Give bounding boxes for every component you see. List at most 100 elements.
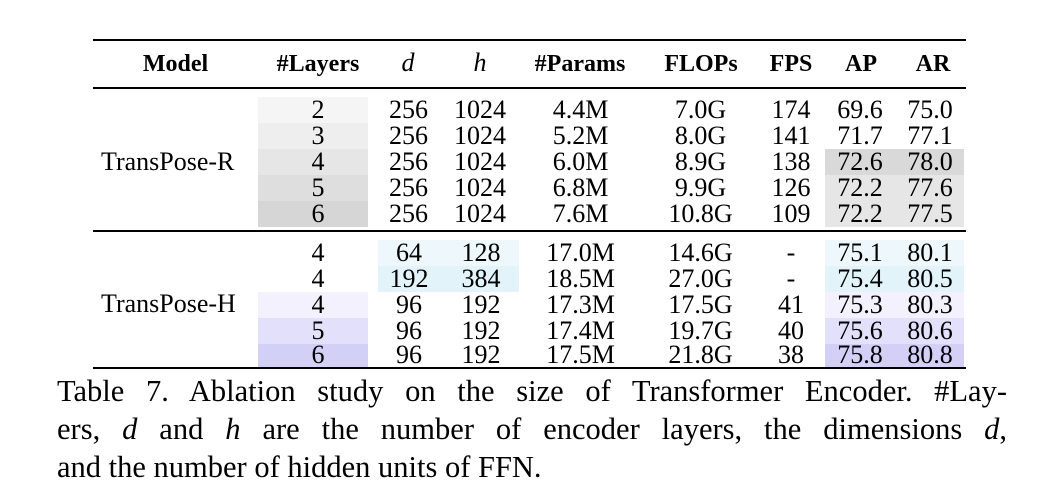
cell-ar: 75.0: [907, 95, 953, 124]
table-top-rule: [93, 39, 966, 41]
model-label-transpose-r: TransPose-R: [101, 147, 235, 176]
cell-params: 17.4M: [546, 316, 615, 345]
cell-params: 18.5M: [546, 264, 615, 293]
cell-fps: 174: [771, 95, 811, 124]
cell-fps: 40: [778, 316, 804, 345]
caption-line-1-text: Table 7. Ablation study on the size of T…: [57, 374, 1007, 408]
shade-ap-ar-r4: [825, 175, 964, 201]
cell-layers: 4: [311, 264, 325, 293]
cell-d: 96: [396, 340, 422, 369]
cell-layers: 3: [311, 121, 325, 150]
cell-params: 5.2M: [552, 121, 609, 150]
cell-layers: 5: [311, 173, 325, 202]
cell-ar: 77.1: [907, 121, 953, 150]
cell-params: 17.3M: [546, 290, 615, 319]
caption-math-d: d: [984, 412, 1000, 446]
header-h: h: [473, 48, 487, 77]
cell-layers: 4: [311, 238, 325, 267]
caption-math-d: d: [122, 412, 138, 446]
cell-params: 4.4M: [552, 95, 609, 124]
cell-ar: 80.1: [907, 238, 953, 267]
caption-text: and: [137, 412, 226, 446]
cell-ar: 77.6: [907, 173, 953, 202]
cell-ap: 75.4: [837, 264, 883, 293]
shade-layers-h5: [258, 344, 368, 367]
cell-h: 1024: [454, 173, 506, 202]
shade-layers-h4: [258, 318, 368, 344]
shade-layers-r3: [258, 149, 368, 175]
shade-ap-ar-h3: [825, 292, 964, 318]
caption-line-2: ers, d and h are the number of encoder l…: [57, 410, 1007, 448]
cell-flops: 10.8G: [668, 199, 733, 228]
header-ap: AP: [845, 51, 877, 77]
caption-line-3: and the number of hidden units of FFN.: [57, 450, 542, 484]
cell-d: 96: [396, 316, 422, 345]
cell-ap: 75.1: [837, 238, 883, 267]
cell-flops: 14.6G: [668, 238, 733, 267]
cell-fps: -: [786, 238, 796, 267]
cell-ap: 72.6: [837, 147, 883, 176]
header-d: d: [401, 48, 415, 77]
cell-ar: 77.5: [907, 199, 953, 228]
cell-flops: 17.5G: [668, 290, 733, 319]
shade-ap-ar-r5: [825, 201, 964, 227]
cell-d: 256: [389, 121, 428, 150]
cell-d: 256: [389, 147, 428, 176]
cell-h: 128: [461, 238, 501, 267]
header-params: #Params: [534, 51, 626, 77]
header-flops: FLOPs: [664, 51, 738, 77]
cell-params: 7.6M: [552, 199, 609, 228]
cell-ap: 72.2: [837, 199, 883, 228]
cell-layers: 6: [311, 199, 325, 228]
cell-ap: 75.6: [837, 316, 883, 345]
cell-fps: 138: [771, 147, 811, 176]
cell-fps: 109: [771, 199, 811, 228]
results-table: Model #Layers d h #Params FLOPs FPS AP A…: [93, 39, 966, 370]
table-bottom-rule: [93, 367, 966, 369]
cell-ap: 75.3: [837, 290, 883, 319]
cell-flops: 9.9G: [674, 173, 727, 202]
cell-fps: 141: [771, 121, 811, 150]
shade-ap-ar-r3: [825, 149, 964, 175]
header-fps: FPS: [769, 51, 813, 77]
cell-flops: 27.0G: [668, 264, 733, 293]
cell-d: 96: [396, 290, 422, 319]
shade-ap-ar-h5: [825, 344, 964, 367]
cell-d: 256: [389, 95, 428, 124]
cell-params: 17.0M: [546, 238, 615, 267]
cell-layers: 4: [311, 147, 325, 176]
caption-text: ,: [999, 412, 1007, 446]
cell-h: 192: [461, 290, 501, 319]
cell-ap: 75.8: [837, 340, 883, 369]
cell-params: 6.8M: [552, 173, 609, 202]
shade-ap-ar-h1: [825, 240, 964, 266]
cell-ap: 71.7: [837, 121, 883, 150]
cell-ar: 80.5: [907, 264, 953, 293]
table-header-rule: [93, 87, 966, 89]
header-ar: AR: [915, 51, 951, 77]
cell-d: 256: [389, 173, 428, 202]
table-caption: Table 7. Ablation study on the size of T…: [57, 372, 1007, 486]
shade-dh-h2: [378, 266, 519, 292]
model-label-transpose-h: TransPose-H: [101, 289, 236, 318]
cell-fps: 126: [771, 173, 811, 202]
cell-params: 17.5M: [546, 340, 615, 369]
cell-h: 1024: [454, 121, 506, 150]
cell-fps: 41: [778, 290, 804, 319]
cell-h: 1024: [454, 95, 506, 124]
shade-layers-r1: [258, 97, 368, 123]
cell-ap: 72.2: [837, 173, 883, 202]
caption-text: are the number of encoder layers, the di…: [240, 412, 985, 446]
cell-ar: 78.0: [907, 147, 953, 176]
cell-h: 384: [461, 264, 501, 293]
cell-ar: 80.6: [907, 316, 953, 345]
cell-fps: 38: [778, 340, 804, 369]
shade-layers-r2: [258, 123, 368, 149]
shade-ap-ar-h4: [825, 318, 964, 344]
header-model: Model: [142, 51, 209, 77]
shade-layers-h3: [258, 292, 368, 318]
cell-d: 64: [396, 238, 422, 267]
shade-layers-r4: [258, 175, 368, 201]
cell-ar: 80.3: [907, 290, 953, 319]
cell-layers: 5: [311, 316, 325, 345]
